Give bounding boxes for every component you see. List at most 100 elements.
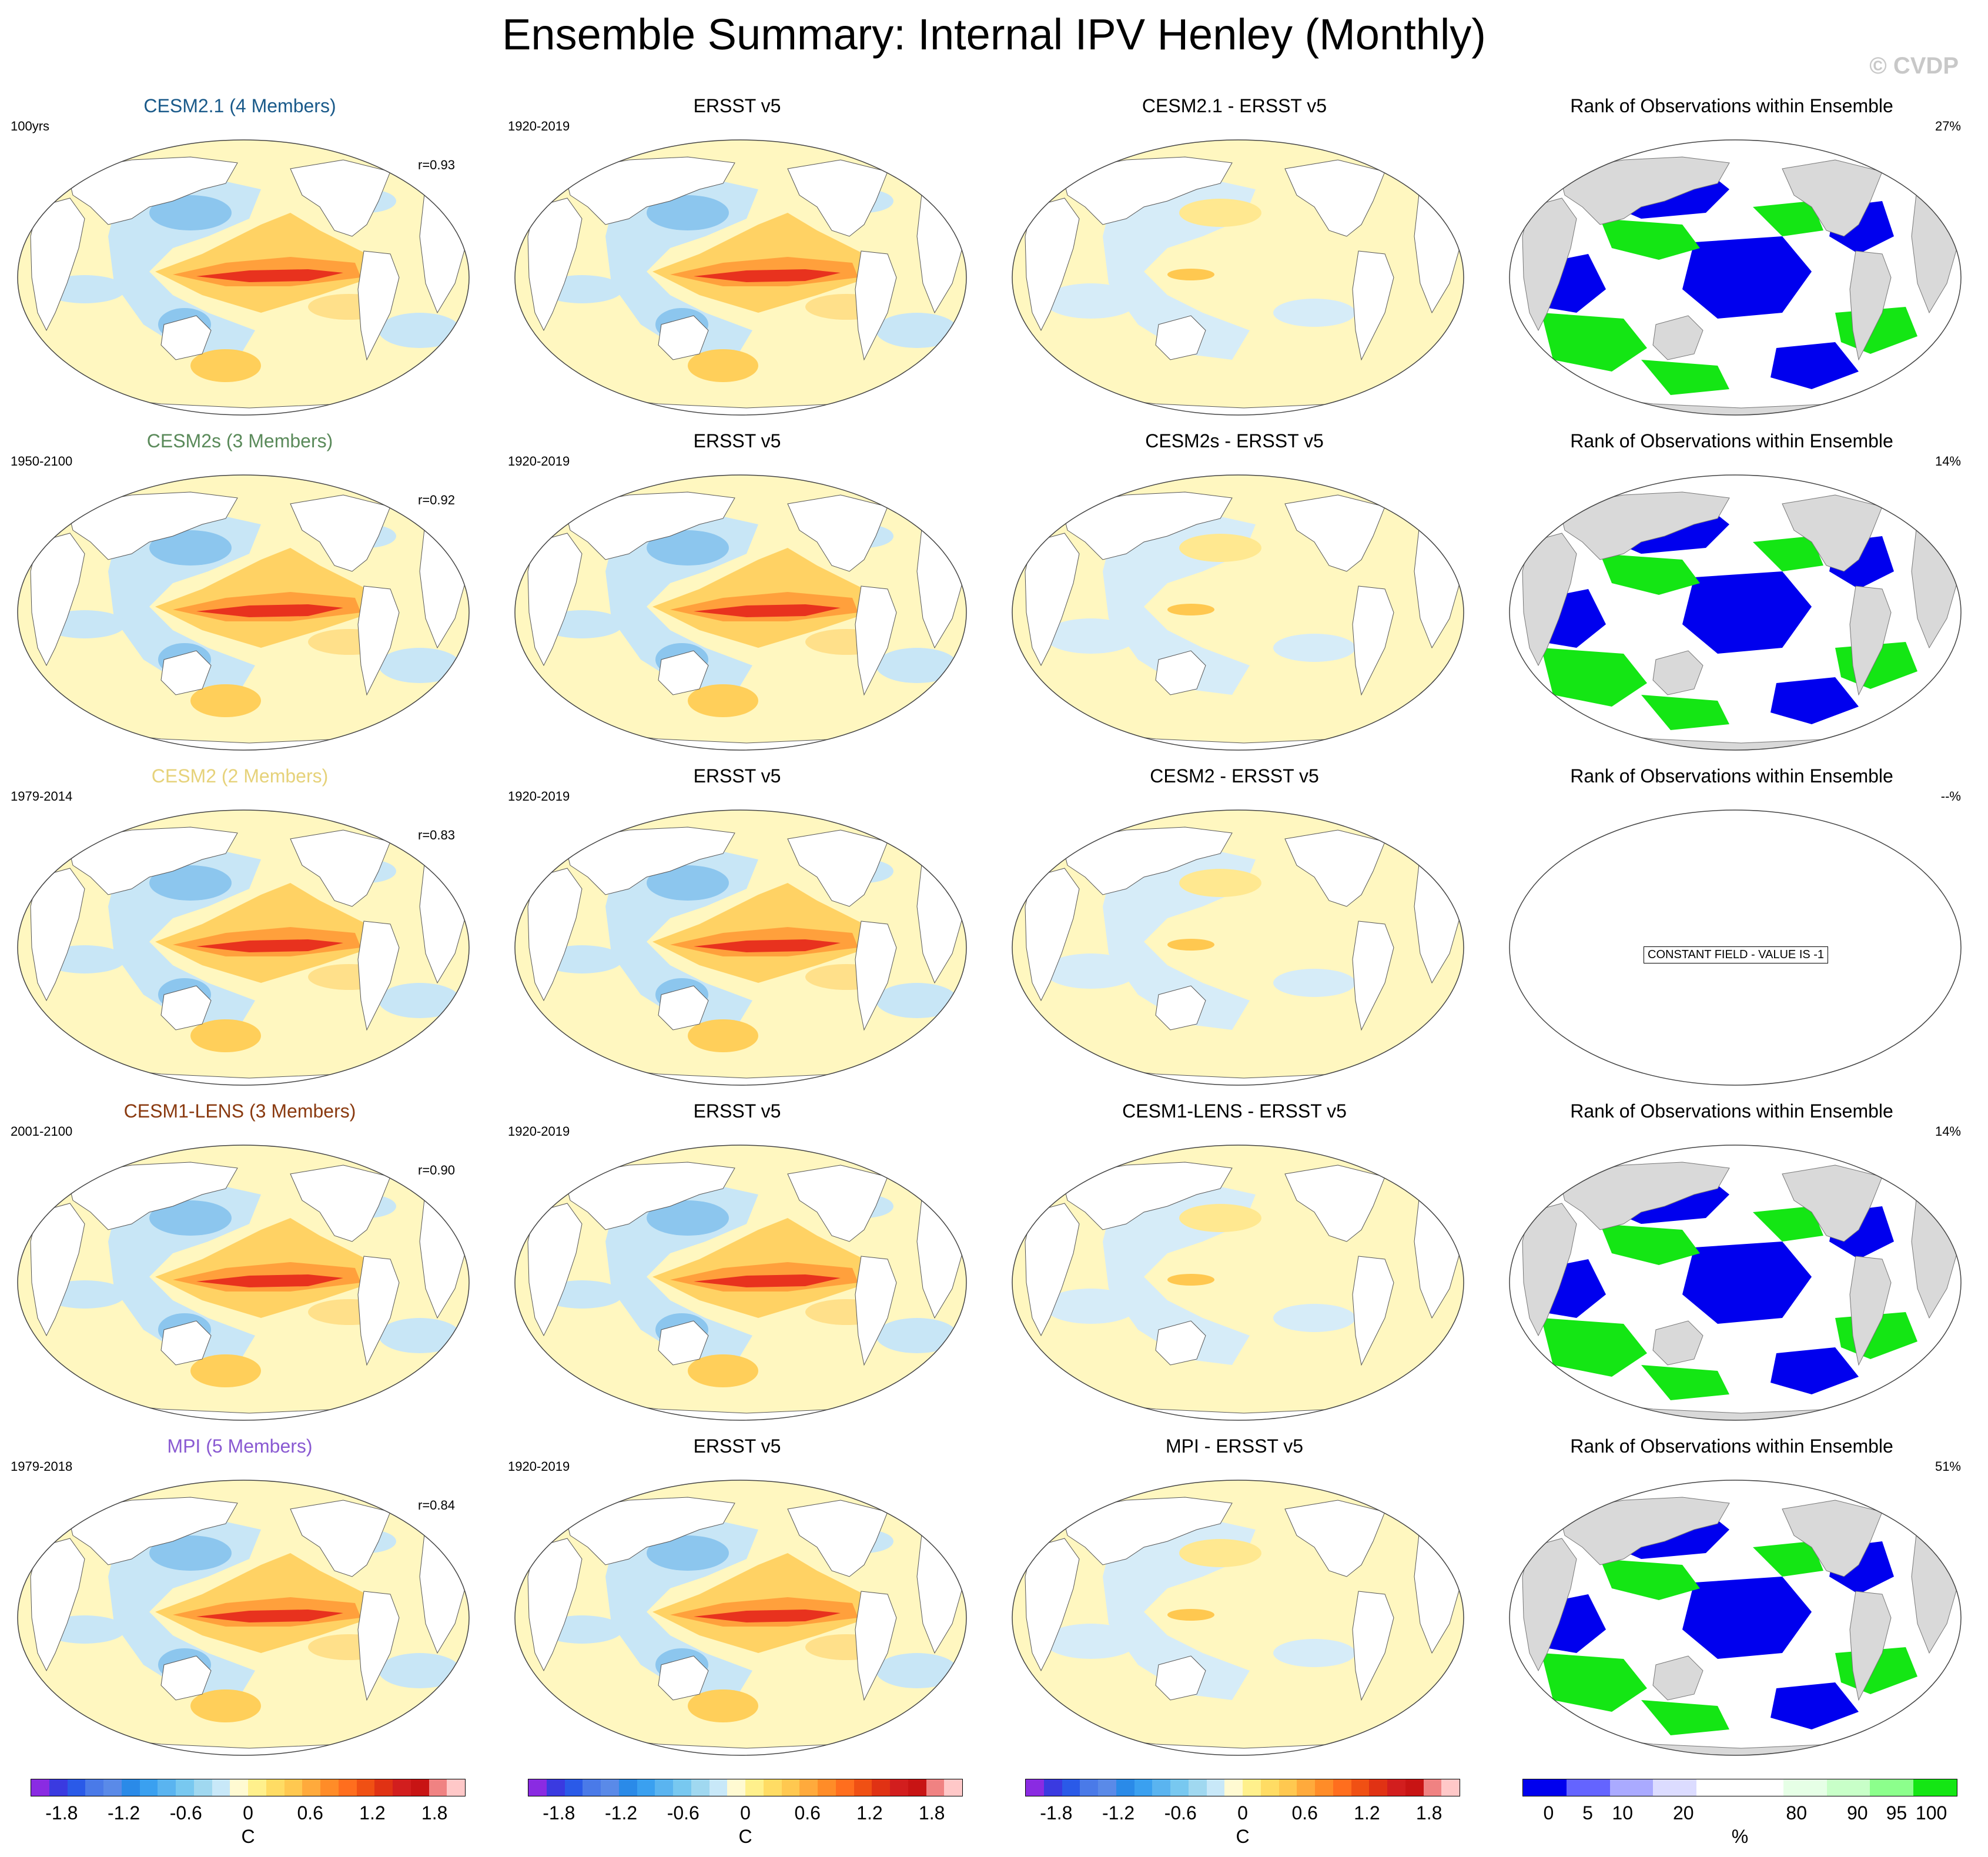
land (66, 1162, 238, 1230)
land (1155, 1320, 1206, 1366)
panel-model-row-4: CESM1-LENS (3 Members) 2001-2100 r=0.90 (11, 1099, 470, 1421)
rank-patch-low (1771, 1347, 1859, 1394)
rank-patch-low (1682, 236, 1812, 319)
cool-anomaly (876, 1653, 958, 1688)
panel-rank-row-1: Rank of Observations within Ensemble 27% (1502, 94, 1962, 416)
land (357, 250, 400, 361)
colorbar-swatch (103, 1779, 122, 1796)
warm-anomaly (1167, 269, 1214, 280)
land (1652, 1320, 1703, 1366)
land (1155, 985, 1206, 1030)
colorbar-swatch (410, 1779, 429, 1796)
colorbar-tick-label: 90 (1847, 1802, 1868, 1823)
cool-anomaly (1273, 1639, 1356, 1667)
warm-tongue-core (196, 1610, 343, 1622)
figure-title: Ensemble Summary: Internal IPV Henley (M… (502, 10, 1486, 59)
map-outline (1012, 139, 1464, 416)
cool-anomaly (876, 648, 958, 683)
pattern-correlation: r=0.93 (418, 158, 455, 172)
colorbar-swatch (1080, 1779, 1098, 1796)
colorbar-swatch (284, 1779, 303, 1796)
cool-anomaly-core (647, 865, 729, 901)
warm-anomaly (1167, 939, 1214, 951)
colorbar-swatch (908, 1779, 926, 1796)
panel-model-row-2: CESM2s (3 Members) 1950-2100 r=0.92 (11, 429, 470, 751)
pattern-correlation: r=0.83 (418, 828, 455, 842)
land (1025, 533, 1080, 667)
land (1025, 198, 1080, 332)
colorbar-swatch (1026, 1779, 1044, 1796)
cool-anomaly (1044, 1289, 1138, 1324)
colorbar-swatch (193, 1779, 212, 1796)
colorbar-swatch (212, 1779, 230, 1796)
cool-anomaly-core (149, 1200, 232, 1236)
map-obs (514, 139, 967, 416)
cool-anomaly (1044, 1624, 1138, 1659)
colorbar-swatch (1170, 1779, 1189, 1796)
land (1652, 315, 1703, 360)
warm-anomaly (190, 1019, 261, 1052)
warm-anomaly (688, 1689, 758, 1722)
colorbar-swatch (1134, 1779, 1153, 1796)
land (527, 868, 583, 1002)
cool-anomaly (379, 313, 461, 348)
cool-anomaly (1273, 634, 1356, 662)
rank-patch-high (1600, 1559, 1700, 1600)
panel-title: CESM2s - ERSST v5 (1145, 430, 1324, 451)
colorbar-swatch (1566, 1779, 1610, 1796)
map-model (17, 474, 470, 751)
colorbar-swatch (691, 1779, 709, 1796)
panel-title: Rank of Observations within Ensemble (1570, 765, 1893, 787)
colorbar-swatch (266, 1779, 285, 1796)
colorbar-tick-label: -1.8 (543, 1802, 575, 1823)
colorbar-ticks: -1.8 -1.2 -0.6 0 0.6 1.2 1.8 (31, 1802, 466, 1826)
map-outline (514, 1480, 967, 1756)
colorbar-tick-label: 1.2 (1354, 1802, 1380, 1823)
cool-anomaly-core (149, 1535, 232, 1571)
warm-anomaly (1179, 869, 1261, 897)
colorbar-swatch (564, 1779, 583, 1796)
cool-anomaly-core (149, 865, 232, 901)
panel-title: ERSST v5 (693, 1100, 781, 1122)
colorbar-swatch (1783, 1779, 1827, 1796)
colorbar-swatch (1870, 1779, 1914, 1796)
colorbar-tick-label: 0.6 (1291, 1802, 1318, 1823)
map-outline (1012, 1145, 1464, 1421)
colorbar-tick-label: 1.8 (1415, 1802, 1443, 1823)
rank-patch-high (1541, 1318, 1647, 1377)
colorbar-swatch (31, 1779, 49, 1796)
colorbar-units: C (1236, 1826, 1250, 1847)
panel-title: ERSST v5 (693, 765, 781, 787)
panel-obs-row-5: ERSST v5 1920-2019 (508, 1434, 967, 1756)
panel-title: Rank of Observations within Ensemble (1570, 430, 1893, 451)
constant-field-note: CONSTANT FIELD - VALUE IS -1 (1644, 946, 1829, 963)
land (1284, 829, 1385, 907)
period-label: 1979-2014 (11, 789, 73, 804)
colorbar-tick-label: 80 (1786, 1802, 1807, 1823)
land (357, 585, 400, 696)
land (30, 868, 85, 1002)
colorbar-swatch (1609, 1779, 1654, 1796)
colorbar-swatch (655, 1779, 673, 1796)
warm-anomaly (688, 349, 758, 382)
map-outline (1012, 809, 1464, 1086)
colorbar-swatch (1913, 1779, 1957, 1796)
land (1558, 1162, 1730, 1230)
land (1558, 156, 1730, 225)
colorbar-tick-label: -0.6 (667, 1802, 700, 1823)
panel-rank-row-5: Rank of Observations within Ensemble 51% (1502, 1434, 1962, 1756)
land (855, 921, 897, 1031)
map-outline (17, 809, 470, 1086)
land (357, 1256, 400, 1366)
land (1782, 1165, 1883, 1242)
colorbar-tick-label: -1.8 (1040, 1802, 1073, 1823)
colorbar-swatch (818, 1779, 836, 1796)
colorbar-swatch (1152, 1779, 1170, 1796)
land (1284, 1500, 1385, 1577)
land (1155, 1655, 1206, 1701)
land (357, 1591, 400, 1701)
cool-anomaly-core (647, 530, 729, 566)
panel-title: Rank of Observations within Ensemble (1570, 1436, 1893, 1457)
land (290, 159, 391, 237)
